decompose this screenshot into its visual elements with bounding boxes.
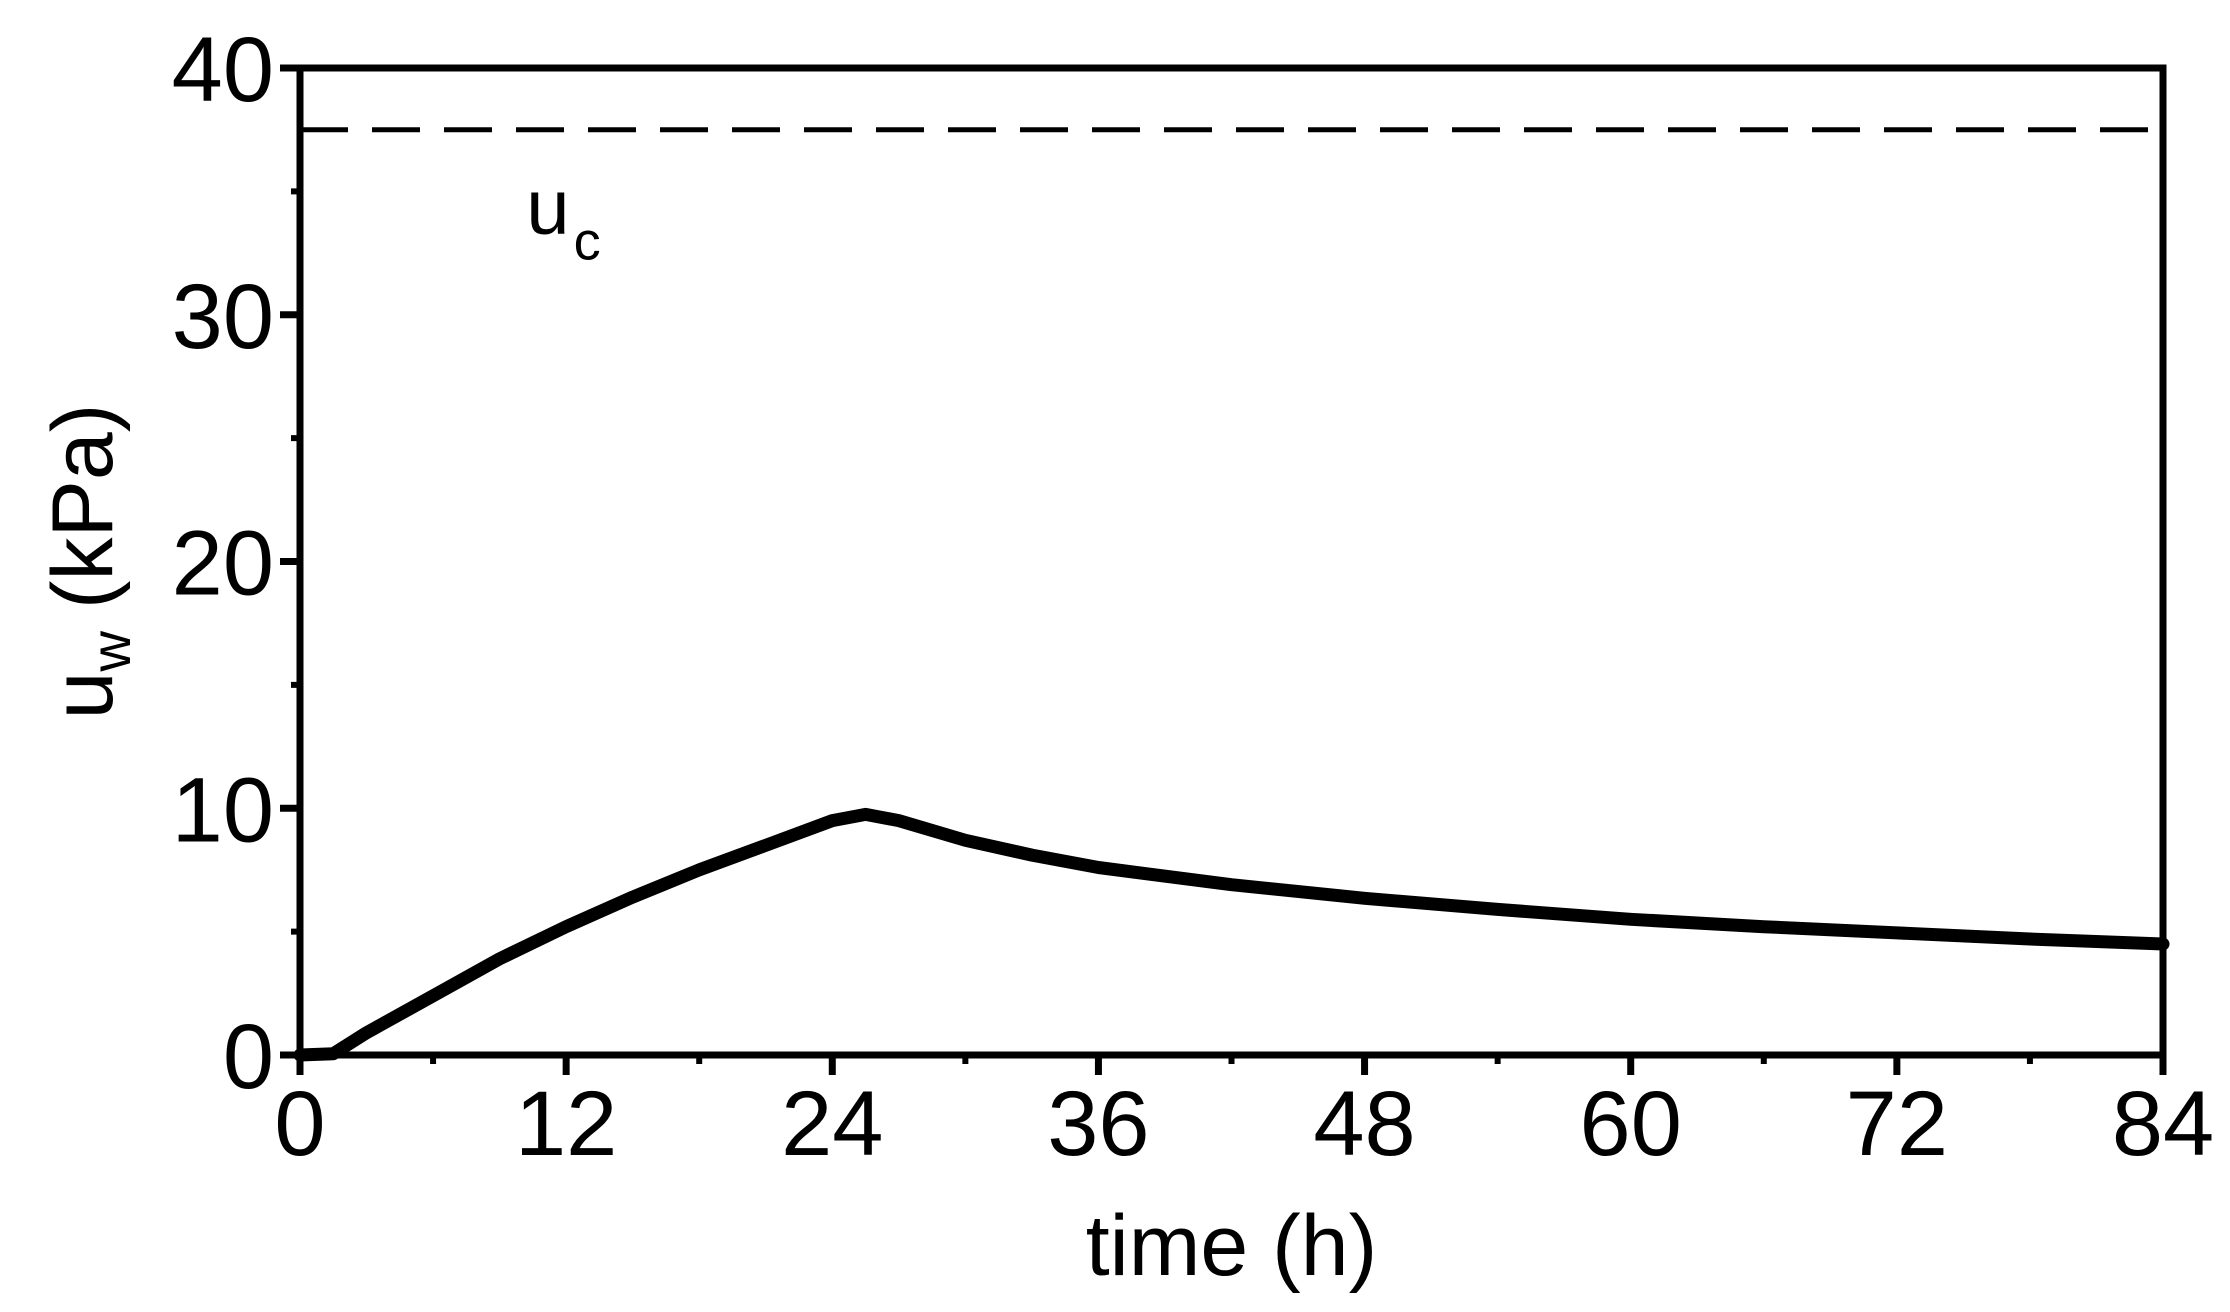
annotations: uc (526, 162, 600, 271)
uc-annotation-main: u (526, 162, 569, 250)
x-tick-label: 12 (515, 1073, 617, 1175)
x-tick-label: 72 (1846, 1073, 1948, 1175)
tick-labels: 0 12 24 36 48 60 72 84 0 10 20 30 40 (172, 19, 2215, 1175)
x-axis-label: time (h) (1086, 1198, 1377, 1294)
x-tick-label: 48 (1313, 1073, 1415, 1175)
x-tick-label: 24 (781, 1073, 883, 1175)
y-tick-label: 40 (172, 19, 274, 121)
uc-annotation: uc (526, 162, 600, 271)
x-tick-label: 0 (274, 1073, 325, 1175)
plot-frame (296, 64, 2167, 1059)
y-tick-label: 10 (172, 759, 274, 861)
y-axis-label-subscript: w (79, 631, 142, 673)
x-tick-label: 60 (1580, 1073, 1682, 1175)
uw-series-line (293, 807, 2170, 1062)
y-tick-label: 20 (172, 513, 274, 615)
x-tick-label: 84 (2112, 1073, 2214, 1175)
uc-annotation-subscript: c (574, 211, 601, 271)
series-layer (293, 127, 2170, 1062)
y-tick-label: 0 (223, 1006, 274, 1108)
y-axis-label-unit: (kPa) (35, 404, 131, 609)
x-tick-label: 36 (1047, 1073, 1149, 1175)
y-axis-label-main: u (35, 672, 131, 720)
y-tick-label: 30 (172, 266, 274, 368)
y-axis-label: uw (kPa) (35, 404, 142, 720)
